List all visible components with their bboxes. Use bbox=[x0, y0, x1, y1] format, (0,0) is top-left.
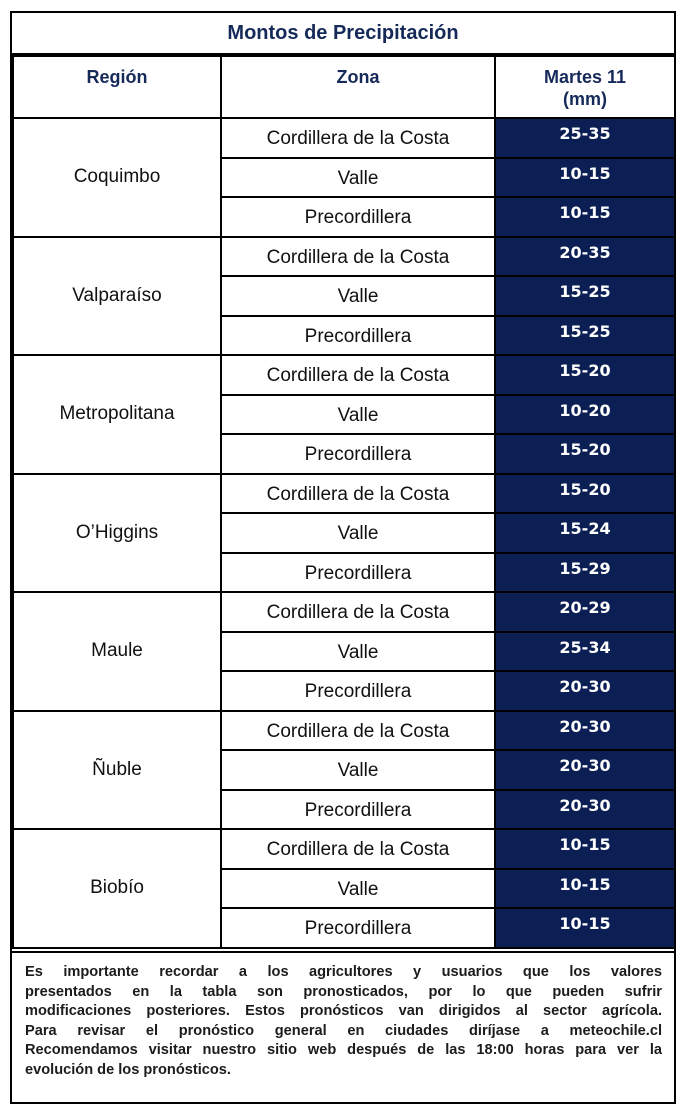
table-row: O’Higgins Cordillera de la Costa 15-20 bbox=[12, 472, 676, 593]
zona-cell: Precordillera bbox=[220, 551, 496, 593]
precipitation-value-cell: 15-20 bbox=[494, 354, 676, 396]
table-row: Valle 25-34 bbox=[13, 630, 676, 672]
table-row: Precordillera 15-25 bbox=[13, 314, 676, 356]
precipitation-value-cell: 15-24 bbox=[494, 512, 676, 554]
table-row: Valle 10-20 bbox=[13, 393, 676, 435]
table-row: Precordillera 10-15 bbox=[13, 196, 676, 238]
header-valor: Martes 11 (mm) bbox=[494, 55, 676, 119]
region-cell: Maule bbox=[12, 591, 222, 712]
zona-cell: Precordillera bbox=[220, 314, 496, 356]
table-row: Valle 15-24 bbox=[13, 512, 676, 554]
note-line: presentados en la tabla son pronosticado… bbox=[25, 983, 662, 1000]
zona-cell: Valle bbox=[220, 393, 496, 435]
zona-cell: Precordillera bbox=[220, 433, 496, 475]
precipitation-value-cell: 15-20 bbox=[494, 472, 676, 514]
table-row: Metropolitana Cordillera de la Costa 15-20 bbox=[12, 354, 676, 475]
precipitation-value-cell: 25-35 bbox=[494, 117, 676, 159]
precipitation-value-cell: 20-35 bbox=[494, 235, 676, 277]
zona-cell: Precordillera bbox=[220, 788, 496, 830]
zona-cell: Valle bbox=[220, 630, 496, 672]
table-row: Biobío Cordillera de la Costa 10-15 bbox=[12, 828, 676, 949]
zona-cell: Valle bbox=[220, 275, 496, 317]
precipitation-value-cell: 20-29 bbox=[494, 591, 676, 633]
table-row: Valle 10-15 bbox=[13, 867, 676, 909]
header-zona: Zona bbox=[220, 55, 496, 119]
table-row: Maule Cordillera de la Costa 20-29 bbox=[12, 591, 676, 712]
zona-cell: Cordillera de la Costa bbox=[220, 354, 496, 396]
note-line: Para revisar el pronóstico general en ci… bbox=[25, 1022, 662, 1039]
zona-cell: Valle bbox=[220, 867, 496, 909]
precipitation-value-cell: 10-20 bbox=[494, 393, 676, 435]
precipitation-value-cell: 25-34 bbox=[494, 630, 676, 672]
header-region: Región bbox=[12, 55, 222, 119]
precipitation-value-cell: 15-20 bbox=[494, 433, 676, 475]
table-row: Valparaíso Cordillera de la Costa 20-35 bbox=[12, 235, 676, 356]
zona-cell: Valle bbox=[220, 512, 496, 554]
precipitation-value-cell: 15-25 bbox=[494, 314, 676, 356]
table-row: Ñuble Cordillera de la Costa 20-30 bbox=[12, 709, 676, 830]
precipitation-value-cell: 15-25 bbox=[494, 275, 676, 317]
precipitation-value-cell: 15-29 bbox=[494, 551, 676, 593]
table-row: Precordillera 20-30 bbox=[13, 670, 676, 712]
region-cell: Ñuble bbox=[12, 709, 222, 830]
zona-cell: Cordillera de la Costa bbox=[220, 709, 496, 751]
region-cell: Valparaíso bbox=[12, 235, 222, 356]
note-line: Recomendamos visitar nuestro sitio web d… bbox=[25, 1042, 662, 1058]
region-cell: Biobío bbox=[12, 828, 222, 949]
zona-cell: Precordillera bbox=[220, 196, 496, 238]
region-cell: Coquimbo bbox=[12, 117, 222, 238]
table-row: Precordillera 15-29 bbox=[13, 551, 676, 593]
region-cell: Metropolitana bbox=[12, 354, 222, 475]
table-row: Coquimbo Cordillera de la Costa 25-35 bbox=[12, 117, 676, 238]
table-row: Valle 20-30 bbox=[13, 749, 676, 791]
region-cell: O’Higgins bbox=[12, 472, 222, 593]
zona-cell: Cordillera de la Costa bbox=[220, 235, 496, 277]
note-line: evolución de los pronósticos. bbox=[25, 1061, 231, 1078]
zona-cell: Precordillera bbox=[220, 907, 496, 949]
precipitation-value-cell: 20-30 bbox=[494, 670, 676, 712]
zona-cell: Valle bbox=[220, 749, 496, 791]
zona-cell: Cordillera de la Costa bbox=[220, 828, 496, 870]
note-line: modificaciones posteriores. Estos pronós… bbox=[25, 1003, 662, 1019]
table-row: Valle 10-15 bbox=[13, 156, 676, 198]
table-row: Precordillera 10-15 bbox=[13, 907, 676, 949]
precipitation-sheet: Montos de Precipitación Región Zona Mart… bbox=[10, 11, 676, 1104]
disclaimer-note: Es importante recordar a los agricultore… bbox=[12, 951, 674, 1102]
zona-cell: Cordillera de la Costa bbox=[220, 117, 496, 159]
precipitation-value-cell: 20-30 bbox=[494, 709, 676, 751]
precipitation-table: Región Zona Martes 11 (mm) Coquimbo Cordil… bbox=[12, 55, 676, 949]
table-title: Montos de Precipitación bbox=[12, 13, 674, 55]
zona-cell: Precordillera bbox=[220, 670, 496, 712]
table-row: Precordillera 20-30 bbox=[13, 788, 676, 830]
zona-cell: Cordillera de la Costa bbox=[220, 472, 496, 514]
table-header-row: Región Zona Martes 11 (mm) bbox=[12, 55, 676, 119]
precipitation-value-cell: 10-15 bbox=[494, 907, 676, 949]
precipitation-value-cell: 20-30 bbox=[494, 749, 676, 791]
zona-cell: Cordillera de la Costa bbox=[220, 591, 496, 633]
precipitation-value-cell: 20-30 bbox=[494, 788, 676, 830]
note-line: Es importante recordar a los agricultore… bbox=[25, 964, 662, 980]
precipitation-value-cell: 10-15 bbox=[494, 156, 676, 198]
precipitation-value-cell: 10-15 bbox=[494, 196, 676, 238]
precipitation-value-cell: 10-15 bbox=[494, 828, 676, 870]
zona-cell: Valle bbox=[220, 156, 496, 198]
precipitation-value-cell: 10-15 bbox=[494, 867, 676, 909]
table-row: Valle 15-25 bbox=[13, 275, 676, 317]
table-row: Precordillera 15-20 bbox=[13, 433, 676, 475]
